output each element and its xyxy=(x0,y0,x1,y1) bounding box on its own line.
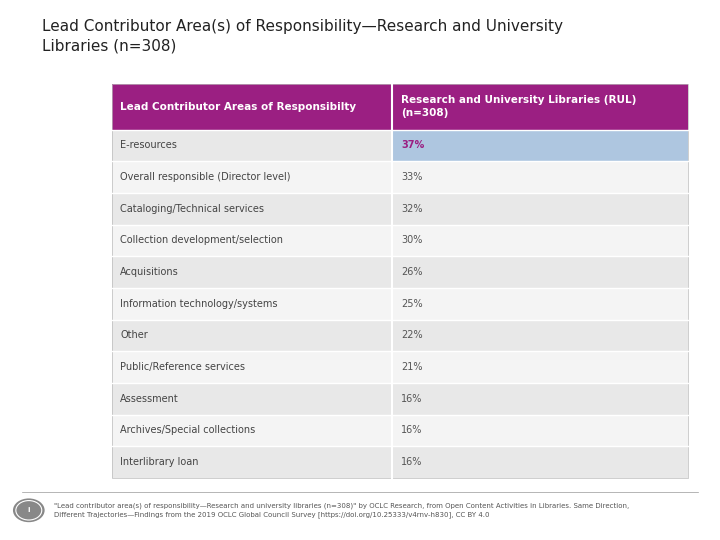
Text: Lead Contributor Areas of Responsibilty: Lead Contributor Areas of Responsibilty xyxy=(120,102,356,112)
FancyBboxPatch shape xyxy=(112,446,392,478)
FancyBboxPatch shape xyxy=(392,288,688,320)
FancyBboxPatch shape xyxy=(112,84,392,130)
Text: 26%: 26% xyxy=(401,267,423,277)
Text: 16%: 16% xyxy=(401,426,423,435)
Text: 25%: 25% xyxy=(401,299,423,309)
Text: 33%: 33% xyxy=(401,172,423,182)
Text: 30%: 30% xyxy=(401,235,423,245)
Text: 22%: 22% xyxy=(401,330,423,340)
FancyBboxPatch shape xyxy=(112,351,392,383)
Text: 16%: 16% xyxy=(401,394,423,404)
FancyBboxPatch shape xyxy=(392,130,688,161)
Text: Acquisitions: Acquisitions xyxy=(120,267,179,277)
FancyBboxPatch shape xyxy=(112,415,392,446)
Circle shape xyxy=(13,498,45,522)
FancyBboxPatch shape xyxy=(112,256,392,288)
FancyBboxPatch shape xyxy=(392,225,688,256)
Text: 16%: 16% xyxy=(401,457,423,467)
Text: Cataloging/Technical services: Cataloging/Technical services xyxy=(120,204,264,214)
Text: Lead Contributor Area(s) of Responsibility—Research and University
Libraries (n=: Lead Contributor Area(s) of Responsibili… xyxy=(42,19,563,53)
FancyBboxPatch shape xyxy=(112,130,392,161)
FancyBboxPatch shape xyxy=(392,415,688,446)
Text: E-resources: E-resources xyxy=(120,140,177,151)
Text: "Lead contributor area(s) of responsibility—Research and university libraries (n: "Lead contributor area(s) of responsibil… xyxy=(54,502,629,518)
FancyBboxPatch shape xyxy=(112,288,392,320)
FancyBboxPatch shape xyxy=(112,225,392,256)
FancyBboxPatch shape xyxy=(112,161,392,193)
FancyBboxPatch shape xyxy=(392,320,688,351)
Text: 21%: 21% xyxy=(401,362,423,372)
FancyBboxPatch shape xyxy=(392,193,688,225)
FancyBboxPatch shape xyxy=(392,256,688,288)
FancyBboxPatch shape xyxy=(392,383,688,415)
Text: 37%: 37% xyxy=(401,140,424,151)
Text: Research and University Libraries (RUL)
(n=308): Research and University Libraries (RUL) … xyxy=(401,96,636,118)
Text: 32%: 32% xyxy=(401,204,423,214)
FancyBboxPatch shape xyxy=(392,351,688,383)
Text: Archives/Special collections: Archives/Special collections xyxy=(120,426,256,435)
Text: Assessment: Assessment xyxy=(120,394,179,404)
FancyBboxPatch shape xyxy=(112,320,392,351)
Text: Other: Other xyxy=(120,330,148,340)
FancyBboxPatch shape xyxy=(392,161,688,193)
FancyBboxPatch shape xyxy=(392,446,688,478)
FancyBboxPatch shape xyxy=(392,84,688,130)
Text: Overall responsible (Director level): Overall responsible (Director level) xyxy=(120,172,291,182)
Text: Information technology/systems: Information technology/systems xyxy=(120,299,278,309)
Text: i: i xyxy=(27,507,30,514)
FancyBboxPatch shape xyxy=(112,383,392,415)
FancyBboxPatch shape xyxy=(112,193,392,225)
Text: Interlibrary loan: Interlibrary loan xyxy=(120,457,199,467)
Text: Public/Reference services: Public/Reference services xyxy=(120,362,246,372)
Text: Collection development/selection: Collection development/selection xyxy=(120,235,283,245)
